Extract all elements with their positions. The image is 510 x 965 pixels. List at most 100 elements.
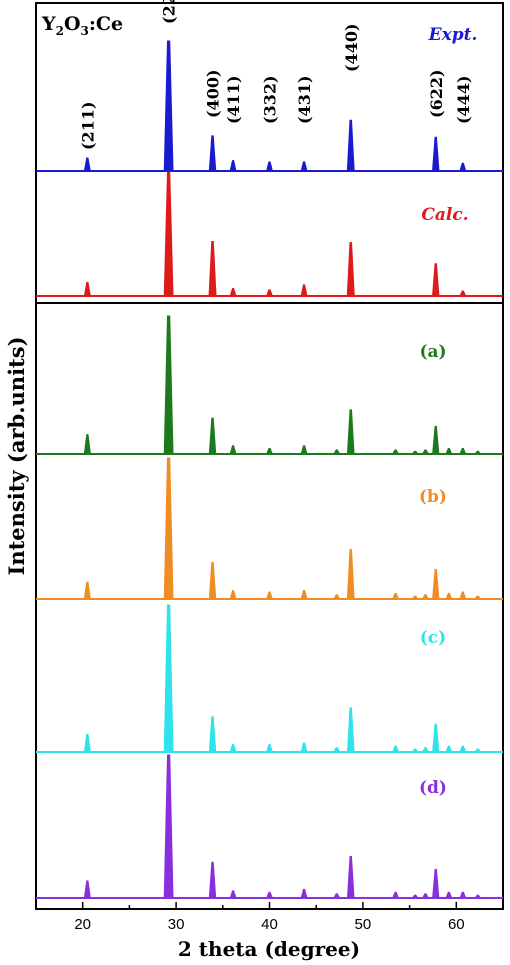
peak [163, 40, 174, 172]
peak [391, 745, 400, 753]
peak-index-label: (400) [204, 69, 223, 118]
peak [346, 119, 355, 172]
series-label: (c) [420, 628, 446, 648]
peak [163, 171, 174, 297]
x-tick-label: 20 [74, 916, 91, 933]
peak [163, 754, 174, 899]
peak [432, 868, 440, 899]
peak [431, 263, 440, 297]
peak [346, 856, 355, 899]
peak [83, 880, 91, 899]
x-tick-label: 50 [355, 916, 372, 933]
series-label: Calc. [421, 205, 468, 225]
peak [265, 161, 274, 172]
peak [473, 748, 482, 753]
peak [421, 747, 430, 753]
peak [473, 595, 482, 600]
peak [411, 748, 420, 753]
peak [411, 450, 420, 455]
peak [229, 160, 237, 172]
peak [300, 888, 308, 899]
peak [333, 747, 341, 753]
y-axis-label: Intensity (arb.units) [4, 336, 29, 575]
series-6 [36, 754, 503, 899]
peak [346, 242, 355, 297]
peak-index-label: (332) [261, 75, 280, 124]
peak [208, 135, 217, 172]
peak [346, 707, 355, 753]
peak [265, 447, 274, 455]
peak [163, 315, 174, 455]
x-tick-label: 60 [448, 916, 465, 933]
peak [346, 549, 355, 600]
peak [163, 457, 174, 600]
peak [83, 581, 91, 600]
plot-frame-bottom [35, 302, 504, 910]
series-4 [36, 457, 503, 600]
peak [391, 592, 400, 600]
x-axis-label: 2 theta (degree) [178, 937, 360, 961]
series-label: (d) [419, 778, 447, 798]
peak [459, 290, 467, 297]
x-tick-label: 30 [168, 916, 185, 933]
peak [300, 284, 308, 297]
peak [421, 893, 430, 899]
peak [391, 891, 400, 899]
peak [411, 595, 420, 600]
peak [229, 590, 237, 600]
peak [265, 289, 274, 297]
peak [459, 447, 467, 455]
plot-frame-top [35, 2, 504, 304]
peak-index-label: (444) [454, 75, 473, 124]
peak [300, 590, 308, 600]
peak [265, 891, 274, 899]
series-2 [36, 171, 503, 297]
peak [459, 162, 467, 172]
chart-title: Y2O3:Ce [41, 13, 123, 38]
peak-index-label: (411) [224, 75, 243, 124]
peak [208, 716, 217, 753]
series-label: (a) [419, 342, 446, 362]
series-label: Expt. [428, 25, 478, 45]
x-tick-label: 40 [261, 916, 278, 933]
peak [445, 891, 453, 899]
peak [208, 417, 217, 455]
peak [411, 894, 420, 899]
peak [473, 450, 482, 455]
peak [333, 893, 341, 899]
peak [459, 591, 467, 600]
peak [473, 894, 482, 899]
annotations: Expt. Calc. (a) (b) (c) (d) (211) (222) (400)(41… [78, 0, 477, 798]
peak [432, 723, 440, 753]
peak [265, 744, 274, 753]
peak [431, 136, 440, 172]
series-5 [36, 604, 503, 753]
peak [265, 591, 274, 600]
series-1 [36, 40, 503, 172]
peak [432, 425, 440, 455]
peak [445, 745, 453, 753]
peak [229, 288, 237, 297]
peak-index-label: (622) [427, 69, 446, 118]
peak [333, 594, 341, 600]
peak [229, 445, 237, 455]
peak [346, 409, 355, 455]
peak [83, 434, 91, 455]
peak [83, 157, 91, 172]
peak [208, 240, 217, 297]
peak [229, 744, 237, 753]
x-axis: 20 30 40 50 60 [35, 902, 504, 933]
peak [229, 890, 237, 899]
peak [208, 861, 217, 899]
series-3 [36, 315, 503, 455]
peak [421, 449, 430, 455]
peak [445, 447, 453, 455]
peak [432, 568, 440, 600]
peak [391, 449, 400, 455]
peak [300, 742, 308, 753]
peak [163, 604, 174, 753]
peak [445, 592, 453, 600]
peak [208, 561, 217, 600]
peak [300, 445, 308, 455]
